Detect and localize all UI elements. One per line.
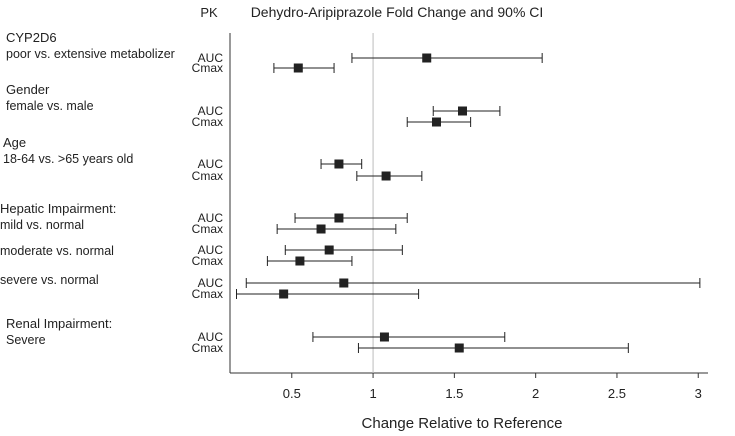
x-tick-label: 3 (695, 386, 702, 401)
x-tick-label: 1.5 (445, 386, 463, 401)
x-tick-label: 2.5 (608, 386, 626, 401)
pk-label: AUC (198, 157, 224, 171)
pk-label: Cmax (192, 222, 223, 236)
x-axis-label: Change Relative to Reference (362, 415, 563, 432)
pk-label: AUC (198, 276, 224, 290)
group-name: CYP2D6 (6, 30, 57, 45)
group-sublabel: female vs. male (6, 99, 94, 113)
x-tick-label: 1 (369, 386, 376, 401)
estimate-marker (334, 213, 344, 223)
estimate-marker (381, 171, 391, 181)
pk-label: Cmax (192, 169, 223, 183)
estimate-marker (457, 106, 467, 116)
pk-label: Cmax (192, 254, 223, 268)
pk-header: PK (200, 5, 218, 20)
pk-label: Cmax (192, 115, 223, 129)
group-name: Renal Impairment: (6, 316, 112, 331)
group-sublabel: severe vs. normal (0, 273, 99, 287)
pk-label: AUC (198, 211, 224, 225)
pk-label: AUC (198, 104, 224, 118)
pk-label: AUC (198, 51, 224, 65)
group-name: Gender (6, 82, 50, 97)
estimate-marker (279, 289, 289, 299)
group-sublabel: mild vs. normal (0, 218, 84, 232)
x-tick-label: 2 (532, 386, 539, 401)
estimate-marker (422, 53, 432, 63)
group-sublabel: 18-64 vs. >65 years old (3, 152, 133, 166)
estimate-marker (454, 343, 464, 353)
pk-label: AUC (198, 330, 224, 344)
estimate-marker (293, 63, 303, 73)
estimate-marker (431, 117, 441, 127)
estimate-marker (316, 224, 326, 234)
estimate-marker (295, 256, 305, 266)
pk-label: Cmax (192, 341, 223, 355)
x-tick-label: 0.5 (283, 386, 301, 401)
estimate-marker (379, 332, 389, 342)
group-sublabel: poor vs. extensive metabolizer (6, 47, 175, 61)
chart-title: Dehydro-Aripiprazole Fold Change and 90%… (251, 4, 544, 20)
estimate-marker (339, 278, 349, 288)
pk-label: AUC (198, 243, 224, 257)
group-sublabel: moderate vs. normal (0, 244, 114, 258)
group-name: Hepatic Impairment: (0, 201, 116, 216)
pk-label: Cmax (192, 61, 223, 75)
estimate-marker (324, 245, 334, 255)
group-sublabel: Severe (6, 333, 46, 347)
estimate-marker (334, 159, 344, 169)
group-name: Age (3, 135, 26, 150)
pk-label: Cmax (192, 287, 223, 301)
